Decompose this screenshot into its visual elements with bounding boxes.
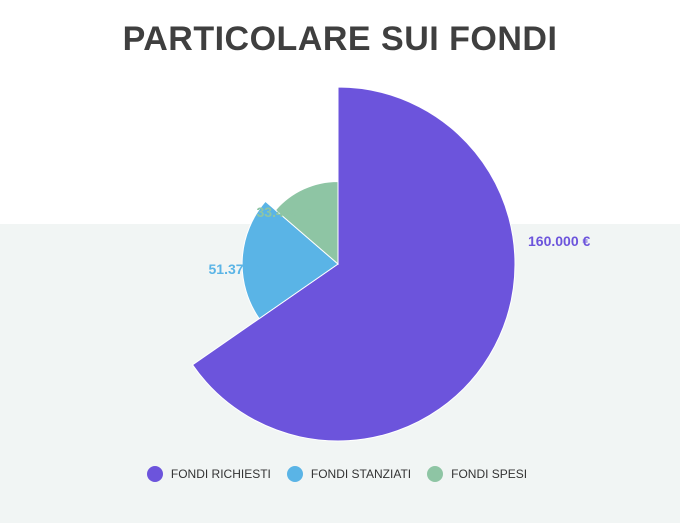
legend-label: FONDI SPESI (451, 467, 528, 481)
chart-title: PARTICOLARE SUI FONDI (122, 20, 558, 58)
legend-swatch (286, 466, 303, 482)
data-label-fondi-richiesti: 160.000 € (528, 233, 590, 249)
pie-slice-fondi-spesi[interactable] (274, 180, 339, 266)
pie-slice-fondi-richiesti[interactable] (191, 86, 516, 442)
legend-item-fondi-spesi[interactable]: FONDI SPESI (427, 466, 527, 482)
legend-item-fondi-richiesti[interactable]: FONDI RICHIESTI (146, 466, 271, 482)
legend-item-fondi-stanziati[interactable]: FONDI STANZIATI (286, 466, 412, 482)
legend-swatch (427, 466, 444, 482)
data-label-fondi-spesi: 33.448 € (257, 204, 312, 220)
legend-label: FONDI RICHIESTI (170, 467, 271, 481)
pie-slice-fondi-stanziati[interactable] (241, 200, 339, 320)
legend-swatch (146, 466, 163, 482)
data-label-fondi-stanziati: 51.370 € (209, 261, 264, 277)
legend-label: FONDI STANZIATI (310, 467, 412, 481)
chart-legend: FONDI RICHIESTI FONDI STANZIATI FONDI SP… (0, 466, 680, 482)
